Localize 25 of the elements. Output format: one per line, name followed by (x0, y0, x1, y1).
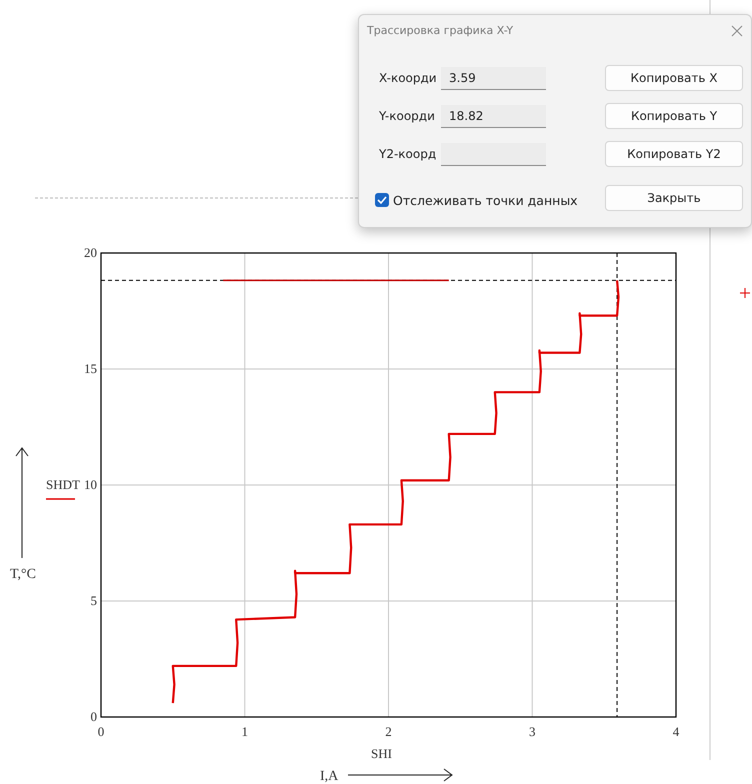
text: 3.59 (449, 71, 476, 85)
text: Y-коорди (379, 109, 435, 123)
text: T,°C (10, 567, 36, 582)
text: Y2-коорд (379, 147, 436, 161)
text: X-коорди (379, 71, 437, 85)
text: Копировать X (605, 65, 743, 91)
x-tick-label: 1 (242, 724, 248, 740)
text: SHDT (46, 477, 80, 492)
text: Трассировка графика X-Y (367, 24, 514, 37)
line-series (172, 279, 620, 704)
x-tick-label: 3 (529, 724, 536, 740)
y-tick-label: 0 (90, 709, 97, 724)
y-tick-label: 15 (84, 361, 97, 376)
text: Отслеживать точки данных (393, 193, 578, 208)
x-axis-title: SHI (371, 746, 392, 761)
y-tick-label: 5 (90, 593, 97, 608)
x-tick-label: 4 (672, 724, 680, 740)
text: I,A (320, 769, 340, 784)
text: 18.82 (449, 109, 484, 123)
x-tick-label: 2 (385, 724, 392, 740)
y-tick-label: 10 (84, 477, 97, 492)
y-tick-label: 20 (84, 245, 97, 260)
text: Копировать Y2 (605, 141, 743, 167)
text: Копировать Y (605, 103, 743, 129)
text: Закрыть (605, 185, 743, 211)
